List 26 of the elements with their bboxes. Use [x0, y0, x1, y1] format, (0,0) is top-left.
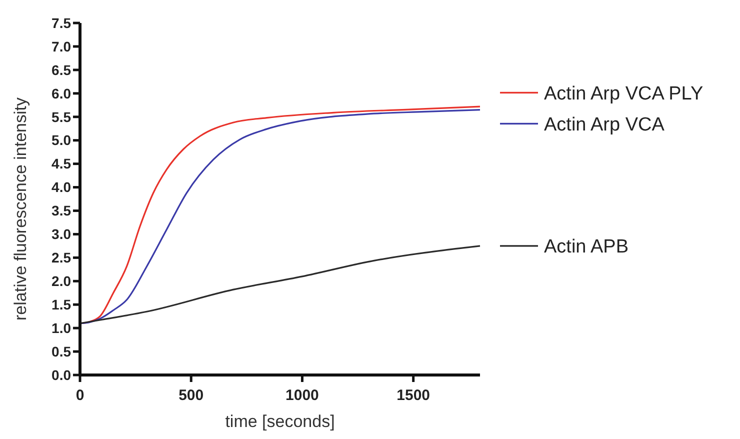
- y-tick-label: 7.5: [52, 14, 72, 31]
- y-tick-label: 1.0: [52, 320, 72, 336]
- x-tick-label: 1000: [286, 387, 319, 404]
- y-tick-label: 6.5: [52, 62, 72, 78]
- x-axis-title: time [seconds]: [225, 412, 335, 431]
- y-tick-label: 5.0: [52, 132, 72, 148]
- y-tick-label: 6.0: [52, 85, 72, 102]
- legend-label: Actin Arp VCA: [544, 114, 665, 136]
- y-tick-label: 2.0: [52, 273, 72, 290]
- y-tick-label: 4.5: [52, 156, 72, 172]
- y-tick-label: 1.5: [52, 296, 72, 312]
- y-tick-label: 4.0: [52, 179, 72, 196]
- legend-label: Actin APB: [544, 236, 628, 258]
- x-tick-label: 1500: [396, 387, 430, 404]
- y-axis-title: relative fluorescence intensity: [11, 97, 30, 321]
- legend-label: Actin Arp VCA PLY: [544, 83, 704, 104]
- y-tick-label: 0.0: [52, 366, 72, 383]
- line-series: [79, 245, 481, 324]
- y-tick-label: 3.5: [52, 202, 72, 219]
- x-tick-label: 500: [178, 387, 204, 404]
- y-tick-label: 5.5: [52, 108, 72, 125]
- y-tick-label: 7.0: [52, 38, 72, 54]
- y-tick-label: 0.5: [52, 343, 72, 360]
- y-tick-label: 3.0: [52, 226, 72, 242]
- y-tick-label: 2.5: [52, 250, 72, 266]
- x-tick-label: 0: [76, 387, 84, 404]
